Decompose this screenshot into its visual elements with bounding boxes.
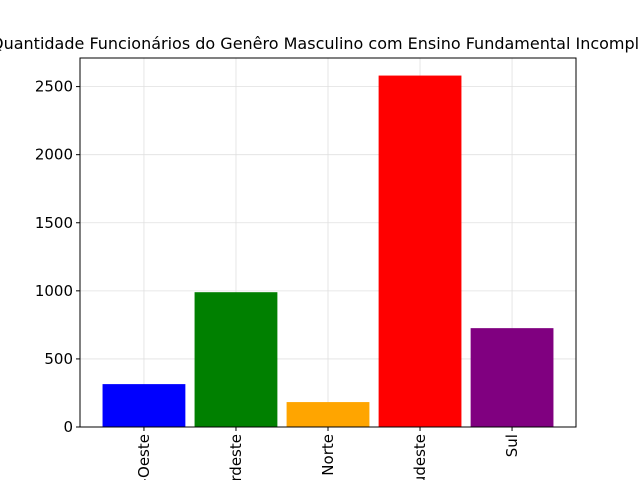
y-tick-label: 1000 — [35, 282, 73, 300]
x-tick-label: Norte — [319, 434, 337, 476]
bar — [470, 328, 554, 427]
bar — [102, 384, 186, 427]
x-tick-label: Sudeste — [411, 434, 429, 480]
bar — [286, 402, 370, 427]
y-tick-label: 2500 — [35, 78, 73, 96]
bar — [378, 75, 462, 427]
y-tick-label: 500 — [44, 350, 73, 368]
x-tick-label: Nordeste — [227, 434, 245, 480]
y-tick-label: 0 — [63, 418, 73, 436]
x-tick-label: Sul — [503, 434, 521, 457]
x-tick-label: Centro-Oeste — [135, 434, 153, 480]
axes-frame — [79, 57, 577, 428]
chart-title: Quantidade Funcionários do Genêro Mascul… — [0, 34, 640, 53]
y-tick-label: 1500 — [35, 214, 73, 232]
y-tick-label: 2000 — [35, 146, 73, 164]
bar — [194, 292, 278, 427]
